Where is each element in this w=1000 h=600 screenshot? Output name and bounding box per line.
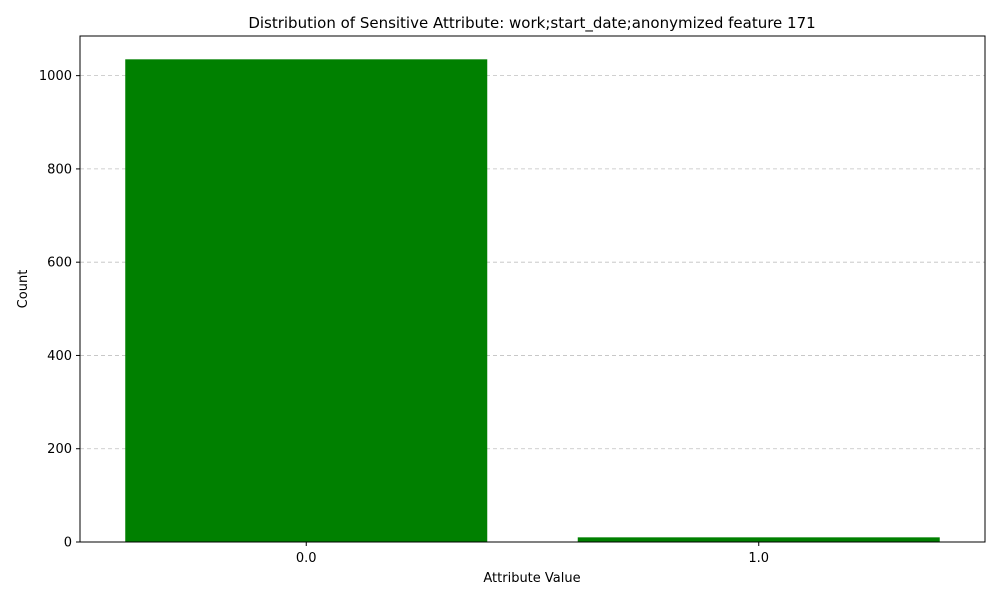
x-axis-label: Attribute Value <box>483 571 580 586</box>
chart-title: Distribution of Sensitive Attribute: wor… <box>248 14 815 33</box>
x-axis-ticks: 0.0 1.0 <box>296 542 769 566</box>
y-tick-label: 400 <box>47 349 72 364</box>
y-tick-label: 200 <box>47 442 72 457</box>
x-tick-label: 0.0 <box>296 551 317 566</box>
y-tick-label: 800 <box>47 162 72 177</box>
y-axis-ticks: 0 200 400 600 800 1000 <box>39 69 80 551</box>
bar-0.0 <box>125 59 488 543</box>
y-tick-label: 1000 <box>39 69 72 84</box>
bar-1.0 <box>577 537 940 542</box>
y-axis-label: Count <box>16 270 31 309</box>
plot-area-frame <box>79 35 986 543</box>
y-tick-label: 600 <box>47 256 72 271</box>
x-tick-label: 1.0 <box>748 551 769 566</box>
bars <box>125 59 940 543</box>
y-tick-label: 0 <box>64 536 72 551</box>
